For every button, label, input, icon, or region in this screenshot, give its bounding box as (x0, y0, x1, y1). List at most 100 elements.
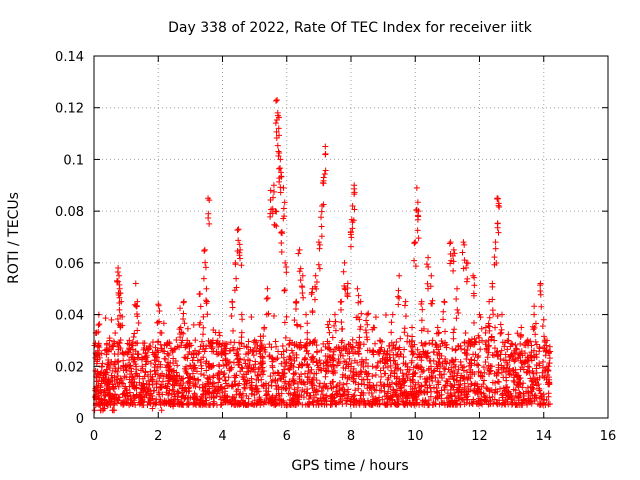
data-point (103, 376, 110, 383)
data-point (302, 342, 309, 349)
data-point (235, 226, 242, 233)
data-point (319, 202, 326, 209)
data-point (436, 355, 443, 362)
data-point (111, 407, 118, 414)
data-point (448, 357, 455, 363)
data-point (329, 391, 336, 398)
data-point (206, 401, 213, 408)
data-point (192, 337, 199, 344)
data-point (96, 321, 103, 328)
data-point (437, 343, 444, 350)
data-point (216, 341, 223, 348)
data-point (354, 348, 361, 355)
data-point (233, 284, 240, 291)
data-point (304, 320, 311, 327)
data-point (181, 354, 188, 361)
data-point (158, 407, 165, 414)
data-point (505, 337, 512, 344)
data-point (144, 346, 151, 353)
data-point (209, 383, 216, 390)
data-point (536, 360, 543, 367)
data-point (427, 393, 434, 400)
data-point (415, 351, 422, 358)
data-point (532, 379, 539, 386)
data-point (510, 377, 517, 384)
data-point (394, 398, 401, 405)
data-point (206, 389, 213, 396)
data-point (498, 401, 505, 408)
data-point (426, 340, 433, 346)
data-point (298, 379, 305, 386)
data-point (377, 379, 384, 386)
data-point (93, 360, 100, 367)
data-point (174, 372, 181, 379)
data-point (418, 300, 425, 307)
data-point (493, 372, 500, 379)
data-point (327, 402, 334, 409)
data-point (272, 120, 279, 127)
data-point (210, 388, 217, 395)
data-point (157, 341, 164, 348)
data-point (201, 246, 208, 253)
data-point (150, 401, 157, 408)
data-point (236, 380, 243, 387)
data-point (303, 311, 310, 318)
data-point (191, 364, 198, 371)
data-point (448, 383, 455, 390)
data-point (392, 380, 399, 387)
data-point (459, 396, 466, 403)
data-point (289, 350, 296, 357)
data-point (498, 326, 505, 333)
data-point (197, 371, 204, 378)
data-point (321, 170, 328, 177)
y-tick-label: 0.08 (55, 205, 84, 220)
data-point (442, 342, 449, 349)
data-point (112, 392, 119, 399)
data-point (498, 369, 505, 376)
data-point (131, 397, 138, 404)
data-point (506, 357, 513, 364)
data-point (256, 394, 263, 401)
data-point (305, 396, 312, 403)
data-point (187, 363, 194, 370)
data-point (338, 396, 345, 403)
data-point (518, 332, 525, 339)
data-point (143, 391, 150, 398)
data-point (476, 311, 483, 318)
data-point (476, 400, 483, 407)
data-point (198, 365, 205, 372)
data-point (364, 321, 371, 328)
data-point (135, 350, 142, 357)
data-point (533, 382, 540, 389)
data-point (267, 187, 274, 194)
data-point (171, 382, 178, 389)
data-point (166, 378, 173, 385)
data-point (127, 362, 134, 369)
data-point (137, 367, 144, 374)
data-point (243, 402, 250, 409)
data-point (511, 397, 518, 404)
y-tick-label: 0.04 (55, 309, 84, 324)
data-point (545, 367, 552, 374)
data-point (122, 364, 129, 371)
data-point (358, 310, 365, 317)
data-point (294, 322, 301, 329)
data-point (191, 396, 198, 403)
data-point (97, 389, 104, 396)
data-point (129, 379, 136, 386)
data-point (384, 364, 391, 371)
data-point (410, 373, 417, 380)
data-point (229, 304, 236, 311)
data-point (450, 335, 457, 342)
data-point (316, 383, 323, 390)
data-point (465, 373, 472, 380)
data-point (266, 341, 273, 348)
data-point (142, 369, 149, 376)
data-point (401, 329, 408, 336)
data-point (348, 216, 355, 223)
data-point (437, 363, 444, 370)
data-point (203, 285, 210, 292)
data-point (278, 173, 285, 180)
data-point (166, 340, 173, 347)
data-point (323, 368, 330, 375)
